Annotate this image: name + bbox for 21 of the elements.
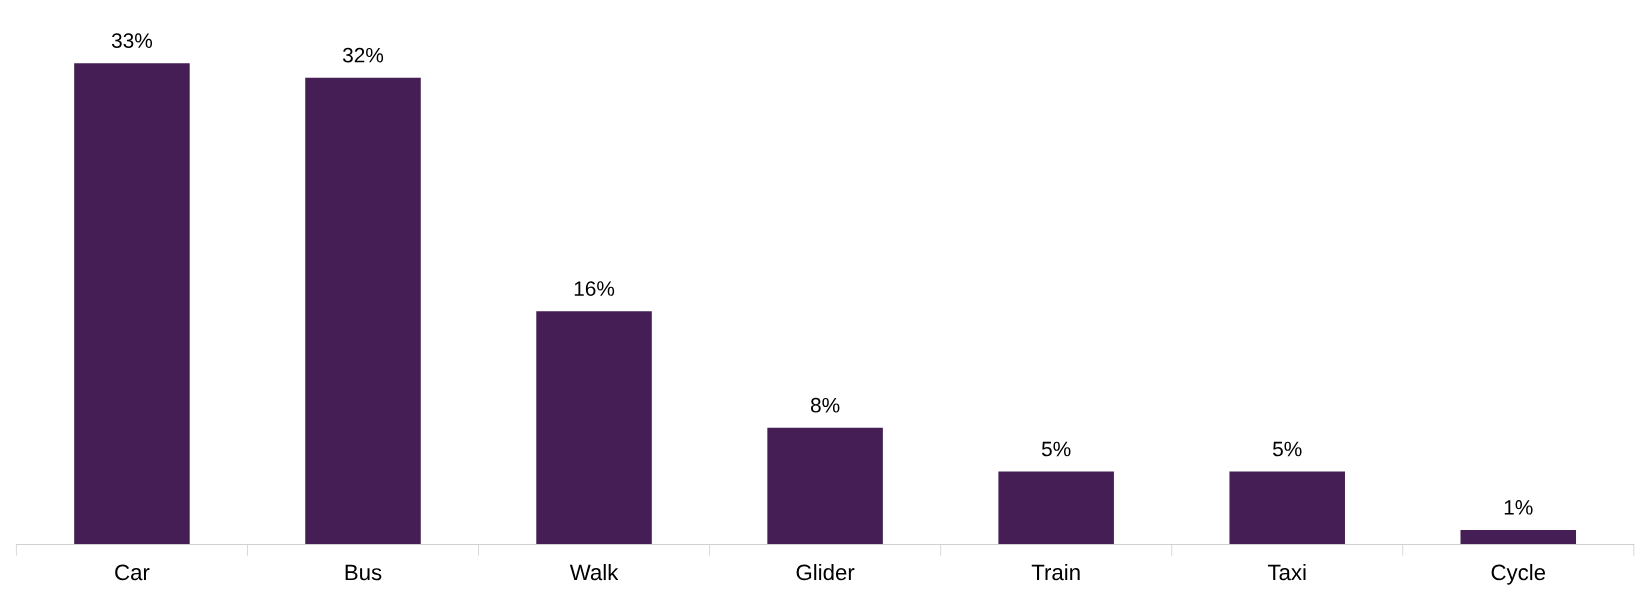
bar (74, 63, 190, 545)
data-label: 1% (1504, 500, 1533, 515)
bar (536, 311, 652, 545)
x-tick-label: Taxi (1267, 563, 1306, 581)
bar (1460, 529, 1577, 545)
bar (305, 77, 421, 545)
bar (1229, 471, 1345, 545)
data-label: 33% (111, 33, 153, 48)
x-tick-label: Car (115, 564, 150, 581)
x-tick-label: Cycle (1491, 563, 1546, 585)
data-label: 8% (810, 397, 840, 413)
x-tick-label: Bus (345, 564, 382, 581)
data-label: 5% (1041, 441, 1071, 457)
x-tick-label: Walk (569, 563, 619, 581)
bar (998, 471, 1114, 545)
data-label: 16% (574, 281, 615, 296)
x-tick-label: Train (1031, 563, 1080, 581)
data-label: 5% (1272, 441, 1302, 457)
x-tick-label: Glider (796, 563, 855, 581)
data-label: 32% (342, 47, 384, 63)
bar (767, 427, 883, 545)
